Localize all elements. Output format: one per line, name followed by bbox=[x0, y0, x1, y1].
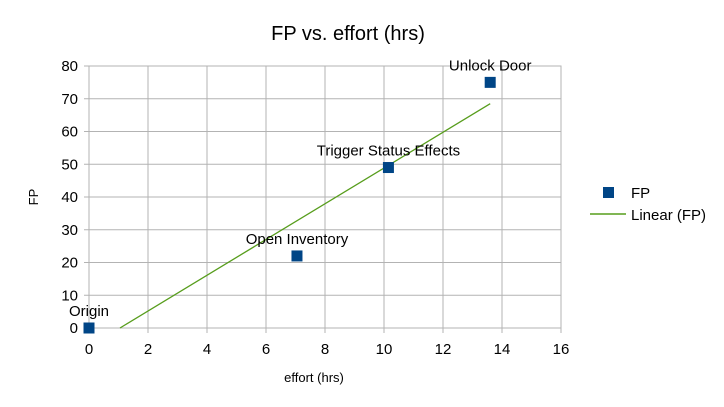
plot-frame bbox=[88, 65, 562, 329]
y-tick-label: 0 bbox=[70, 320, 78, 337]
data-point bbox=[291, 250, 303, 262]
x-tick-label: 14 bbox=[494, 341, 511, 358]
trendline-group bbox=[119, 103, 491, 329]
y-tick-label: 60 bbox=[61, 124, 78, 141]
x-tick-label: 10 bbox=[376, 341, 393, 358]
y-tick-label: 20 bbox=[61, 255, 78, 272]
data-point-label: Unlock Door bbox=[449, 57, 532, 74]
x-axis-label: effort (hrs) bbox=[284, 370, 344, 385]
x-tick-labels: 0 2 4 6 8 10 12 14 16 bbox=[85, 341, 570, 358]
y-tick-label: 30 bbox=[61, 222, 78, 239]
y-axis-label: FP bbox=[26, 189, 41, 206]
x-tick-label: 4 bbox=[203, 341, 211, 358]
x-tick-label: 8 bbox=[321, 341, 329, 358]
x-tick-label: 6 bbox=[262, 341, 270, 358]
y-tick-label: 70 bbox=[61, 91, 78, 108]
y-tick-label: 40 bbox=[61, 189, 78, 206]
data-point bbox=[484, 76, 496, 88]
gridlines bbox=[84, 65, 562, 333]
x-tick-label: 0 bbox=[85, 341, 93, 358]
legend-fp-label: FP bbox=[631, 185, 650, 202]
legend-trendline-label: Linear (FP) bbox=[631, 207, 706, 224]
data-point-label: Open Inventory bbox=[246, 231, 349, 248]
data-point bbox=[382, 162, 394, 174]
data-point-label: Origin bbox=[69, 303, 109, 320]
y-tick-labels: 0 10 20 30 40 50 60 70 80 bbox=[61, 58, 78, 337]
x-tick-label: 16 bbox=[553, 341, 570, 358]
data-points: Origin Open Inventory Trigger Status Effec… bbox=[69, 57, 532, 334]
x-tick-label: 12 bbox=[435, 341, 452, 358]
legend-fp-marker bbox=[603, 187, 614, 198]
chart-title: FP vs. effort (hrs) bbox=[271, 23, 425, 45]
y-tick-label: 10 bbox=[61, 287, 78, 304]
linear-trendline bbox=[119, 103, 491, 329]
legend: FP Linear (FP) bbox=[590, 185, 706, 224]
y-tick-label: 80 bbox=[61, 58, 78, 75]
data-point bbox=[83, 322, 95, 334]
x-tick-label: 2 bbox=[144, 341, 152, 358]
y-tick-label: 50 bbox=[61, 156, 78, 173]
data-point-label: Trigger Status Effects bbox=[317, 143, 460, 160]
